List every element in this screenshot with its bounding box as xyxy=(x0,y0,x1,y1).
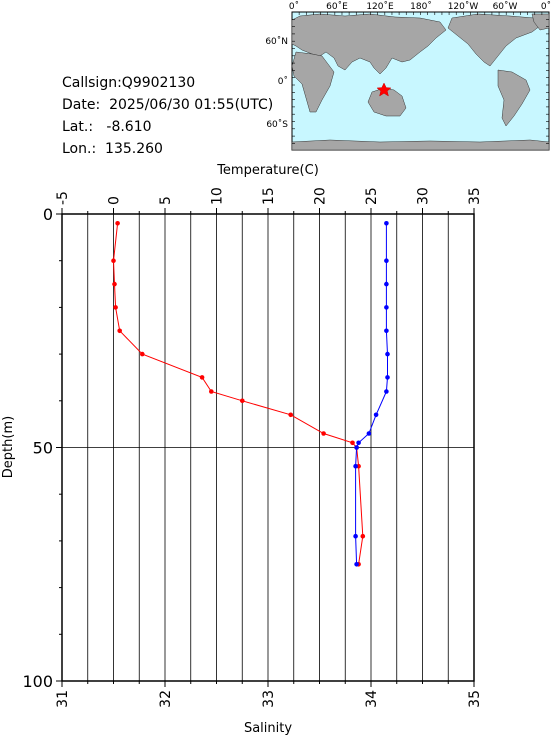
temperature-ticks: -5 0 5 10 15 20 25 30 35 xyxy=(55,187,483,214)
salinity-tick-label: 34 xyxy=(364,690,380,708)
salinity-point xyxy=(354,562,359,567)
temperature-point xyxy=(209,389,214,394)
land-antarctica xyxy=(291,139,550,151)
map-lat-label: 60˚S xyxy=(266,119,288,130)
temperature-point xyxy=(117,328,122,334)
temperature-point xyxy=(113,305,118,310)
depth-tick-label: 100 xyxy=(22,672,53,691)
map-lat-label: 60˚N xyxy=(265,36,288,47)
location-map: 0˚ 60˚E 120˚E 180˚ 120˚W 60˚W 0˚ 60˚N 0˚… xyxy=(265,1,551,151)
temperature-point xyxy=(288,412,294,418)
temperature-point xyxy=(350,440,355,446)
salinity-point xyxy=(384,389,389,394)
temperature-tick-label: 10 xyxy=(210,187,226,205)
salinity-point xyxy=(354,445,359,450)
temperature-point xyxy=(115,221,120,226)
map-lat-label: 0˚ xyxy=(278,76,288,87)
salinity-tick-label: 35 xyxy=(467,690,483,708)
temperature-point xyxy=(111,258,116,264)
salinity-tick-label: 31 xyxy=(55,690,71,708)
map-lon-ticks xyxy=(291,12,543,15)
map-lon-label: 60˚W xyxy=(493,1,518,12)
date-text: Date: 2025/06/30 01:55(UTC) xyxy=(62,97,274,113)
temperature-axis-label: Temperature(C) xyxy=(216,163,319,178)
salinity-tick-label: 32 xyxy=(158,690,174,708)
salinity-axis-label: Salinity xyxy=(244,721,292,736)
map-lon-label: 0˚ xyxy=(541,1,551,12)
temperature-point xyxy=(112,281,117,287)
salinity-point xyxy=(384,328,389,334)
temperature-point xyxy=(140,351,145,357)
chart-grid xyxy=(62,214,474,681)
temperature-point xyxy=(360,533,366,539)
temperature-tick-label: 20 xyxy=(313,187,329,205)
latitude-text: Lat.: -8.610 xyxy=(62,119,152,135)
land-africa xyxy=(291,51,335,113)
land-north-america xyxy=(447,13,541,67)
temperature-tick-label: 35 xyxy=(467,187,483,205)
depth-tick-label: 50 xyxy=(33,439,53,458)
temperature-point xyxy=(321,431,326,436)
longitude-text: Lon.: 135.260 xyxy=(62,141,163,157)
temperature-profile-line xyxy=(112,223,364,565)
salinity-point xyxy=(366,431,372,436)
salinity-point xyxy=(353,463,358,469)
salinity-point xyxy=(373,412,379,418)
salinity-point xyxy=(385,351,390,357)
temperature-tick-label: -5 xyxy=(55,191,71,205)
map-lon-label: 60˚E xyxy=(326,1,348,12)
salinity-profile-line xyxy=(355,223,388,565)
salinity-point xyxy=(384,305,389,310)
salinity-point xyxy=(385,375,390,380)
salinity-point xyxy=(353,533,358,539)
temperature-tick-label: 25 xyxy=(364,187,380,205)
series-points xyxy=(111,221,390,567)
depth-ticks: 0 50 100 xyxy=(22,205,62,691)
map-land xyxy=(291,13,550,151)
salinity-tick-label: 33 xyxy=(261,690,277,708)
temperature-point xyxy=(199,375,205,380)
salinity-point xyxy=(384,258,389,264)
map-lon-label: 120˚W xyxy=(448,1,479,12)
temperature-tick-label: 30 xyxy=(416,187,432,205)
map-lon-label: 180˚ xyxy=(410,1,432,12)
depth-tick-label: 0 xyxy=(43,205,53,224)
float-info: Callsign:Q9902130 Date: 2025/06/30 01:55… xyxy=(62,72,273,160)
temperature-tick-label: 5 xyxy=(158,196,174,205)
depth-axis-label: Depth(m) xyxy=(1,416,16,478)
series-lines xyxy=(112,223,388,565)
salinity-point xyxy=(356,440,361,446)
map-location-marker xyxy=(376,82,392,97)
map-lon-label: 120˚E xyxy=(366,1,394,12)
temperature-point xyxy=(240,398,245,404)
salinity-ticks: 31 32 33 34 35 xyxy=(55,681,483,708)
salinity-point xyxy=(384,281,389,287)
map-lon-label: 0˚ xyxy=(289,1,299,12)
salinity-point xyxy=(384,221,389,226)
map-lat-ticks xyxy=(292,11,549,144)
temperature-tick-label: 0 xyxy=(107,196,123,205)
callsign-text: Callsign:Q9902130 xyxy=(62,75,196,91)
land-south-america xyxy=(497,69,531,127)
land-greenland xyxy=(531,13,550,31)
temperature-tick-label: 15 xyxy=(261,187,277,205)
